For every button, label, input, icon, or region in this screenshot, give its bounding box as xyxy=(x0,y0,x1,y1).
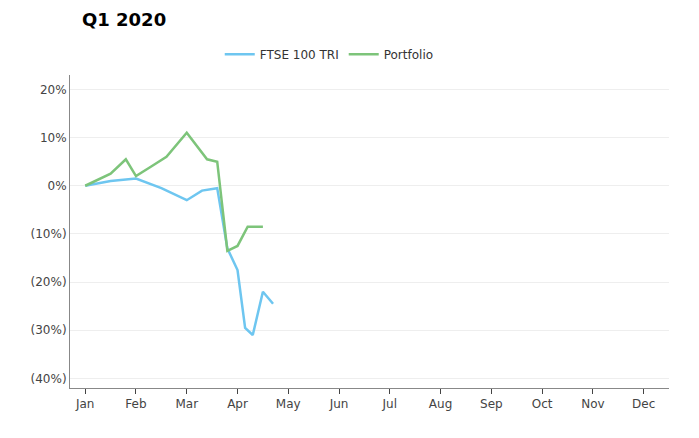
svg-text:0%: 0% xyxy=(48,179,67,193)
svg-text:FTSE 100 TRI: FTSE 100 TRI xyxy=(260,48,339,62)
svg-text:Mar: Mar xyxy=(175,397,198,411)
svg-text:(30%): (30%) xyxy=(31,323,67,337)
svg-text:(10%): (10%) xyxy=(31,227,67,241)
svg-text:Sep: Sep xyxy=(480,397,503,411)
svg-text:Dec: Dec xyxy=(632,397,655,411)
svg-text:Nov: Nov xyxy=(581,397,604,411)
svg-text:Aug: Aug xyxy=(429,397,452,411)
svg-text:10%: 10% xyxy=(40,131,67,145)
svg-text:Feb: Feb xyxy=(125,397,146,411)
svg-text:Jan: Jan xyxy=(75,397,95,411)
svg-text:Jul: Jul xyxy=(382,397,397,411)
svg-text:(20%): (20%) xyxy=(31,275,67,289)
svg-text:Apr: Apr xyxy=(227,397,248,411)
svg-text:Jun: Jun xyxy=(329,397,349,411)
svg-text:20%: 20% xyxy=(40,83,67,97)
svg-text:Q1 2020: Q1 2020 xyxy=(82,9,166,30)
svg-text:Oct: Oct xyxy=(532,397,553,411)
svg-text:Portfolio: Portfolio xyxy=(384,48,433,62)
svg-text:May: May xyxy=(276,397,301,411)
svg-text:(40%): (40%) xyxy=(31,372,67,386)
